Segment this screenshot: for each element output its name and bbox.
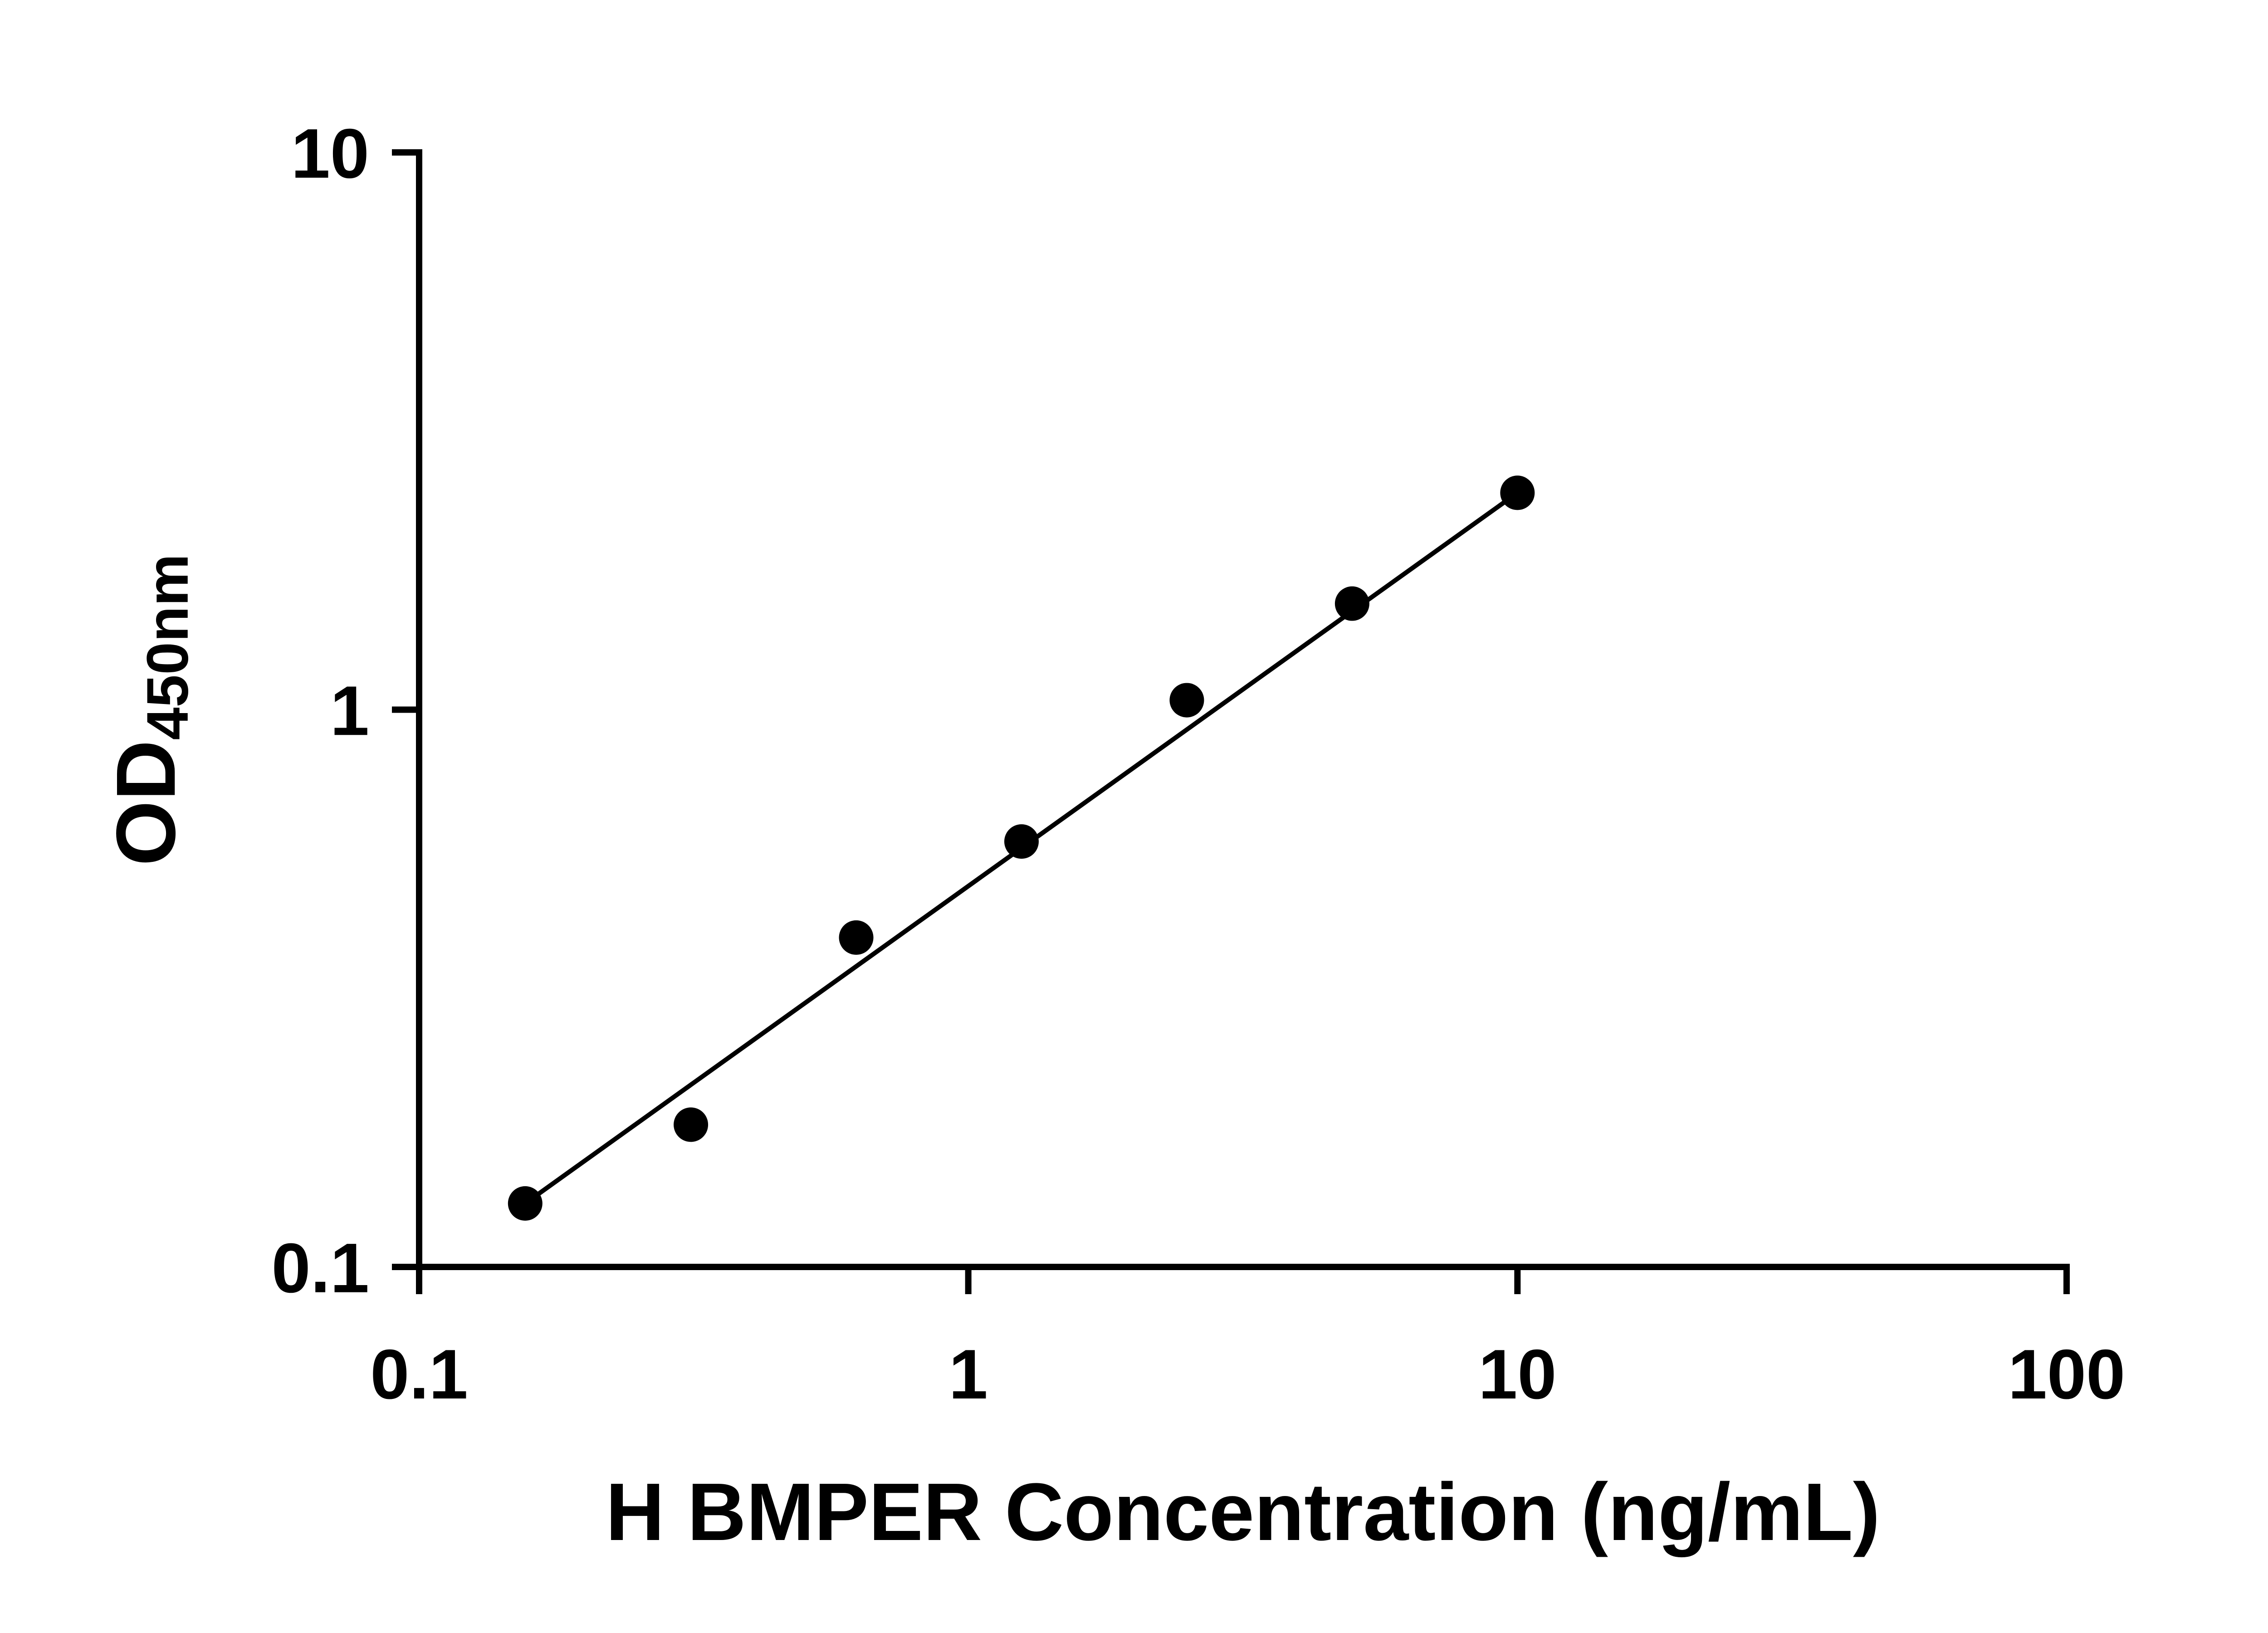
data-point <box>1334 586 1369 621</box>
data-point <box>1500 475 1535 510</box>
x-tick-label: 100 <box>2008 1335 2126 1413</box>
x-tick-label: 1 <box>949 1335 988 1413</box>
x-tick-label: 0.1 <box>370 1335 468 1413</box>
data-point <box>1169 683 1204 718</box>
data-point <box>1004 824 1039 859</box>
x-tick-label: 10 <box>1478 1335 1556 1413</box>
y-tick-label: 10 <box>291 114 369 193</box>
y-axis-title: OD450nm <box>98 554 201 866</box>
x-axis-title: H BMPER Concentration (ng/mL) <box>606 1467 1880 1558</box>
y-axis-title-main: OD <box>99 740 193 866</box>
y-axis-title-subscript: 450nm <box>135 554 200 740</box>
data-point <box>674 1107 709 1142</box>
y-tick-label: 1 <box>330 671 369 750</box>
data-point <box>839 920 874 955</box>
data-point <box>508 1186 543 1221</box>
y-tick-label: 0.1 <box>272 1229 369 1307</box>
